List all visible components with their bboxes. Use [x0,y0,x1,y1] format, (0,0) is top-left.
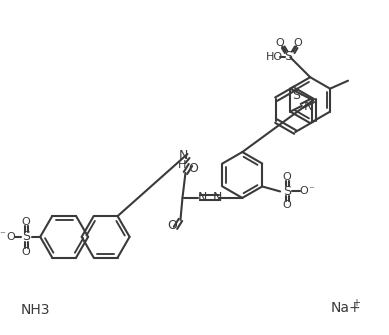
Text: H: H [178,160,187,170]
Text: O: O [168,219,177,232]
Text: O: O [300,187,308,196]
Text: HO: HO [266,52,283,62]
Text: S: S [292,89,300,102]
Text: O: O [283,200,291,210]
Text: O: O [276,38,285,48]
Text: S: S [284,50,292,63]
Text: O: O [22,247,31,257]
Text: NH3: NH3 [21,303,50,317]
Text: Na+: Na+ [330,301,361,315]
Text: N: N [213,191,222,204]
Text: O: O [294,38,303,48]
Text: O: O [283,173,291,183]
Text: O: O [22,217,31,227]
Text: N: N [179,148,188,161]
Text: ⁻: ⁻ [0,230,5,240]
Text: O: O [189,162,198,176]
Text: S: S [283,185,291,198]
Text: O: O [6,232,15,242]
Text: ⁻: ⁻ [308,186,314,195]
Text: N: N [198,191,207,204]
Text: S: S [22,230,30,243]
Text: +: + [352,298,360,308]
Text: N: N [304,100,314,113]
